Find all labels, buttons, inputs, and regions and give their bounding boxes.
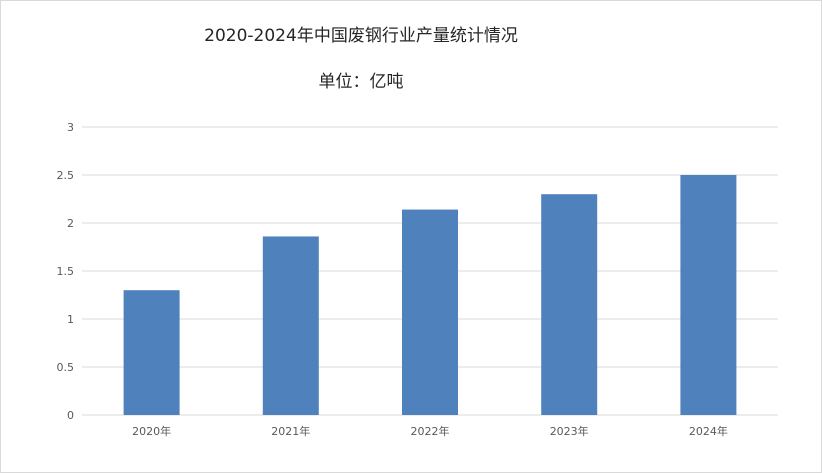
y-tick-label-1: 0.5 [57, 361, 75, 374]
y-tick-label-6: 3 [67, 121, 74, 134]
x-tick-label-3: 2023年 [550, 424, 589, 438]
y-tick-label-2: 1 [67, 313, 74, 326]
chart-title: 2020-2024年中国废钢行业产量统计情况 [204, 26, 518, 46]
x-tick-label-4: 2024年 [689, 424, 728, 438]
x-tick-label-0: 2020年 [132, 424, 171, 438]
bar-1 [262, 236, 319, 415]
bar-0 [123, 290, 180, 415]
y-tick-label-3: 1.5 [57, 265, 75, 278]
x-tick-label-2: 2022年 [411, 424, 450, 438]
y-tick-label-4: 2 [67, 217, 74, 230]
chart-subtitle: 单位：亿吨 [318, 72, 404, 92]
x-tick-label-1: 2021年 [271, 424, 310, 438]
bar-2 [402, 209, 458, 415]
bar-3 [541, 194, 598, 415]
bar-4 [680, 175, 737, 415]
y-tick-label-0: 0 [67, 409, 74, 422]
y-tick-label-5: 2.5 [57, 169, 75, 182]
